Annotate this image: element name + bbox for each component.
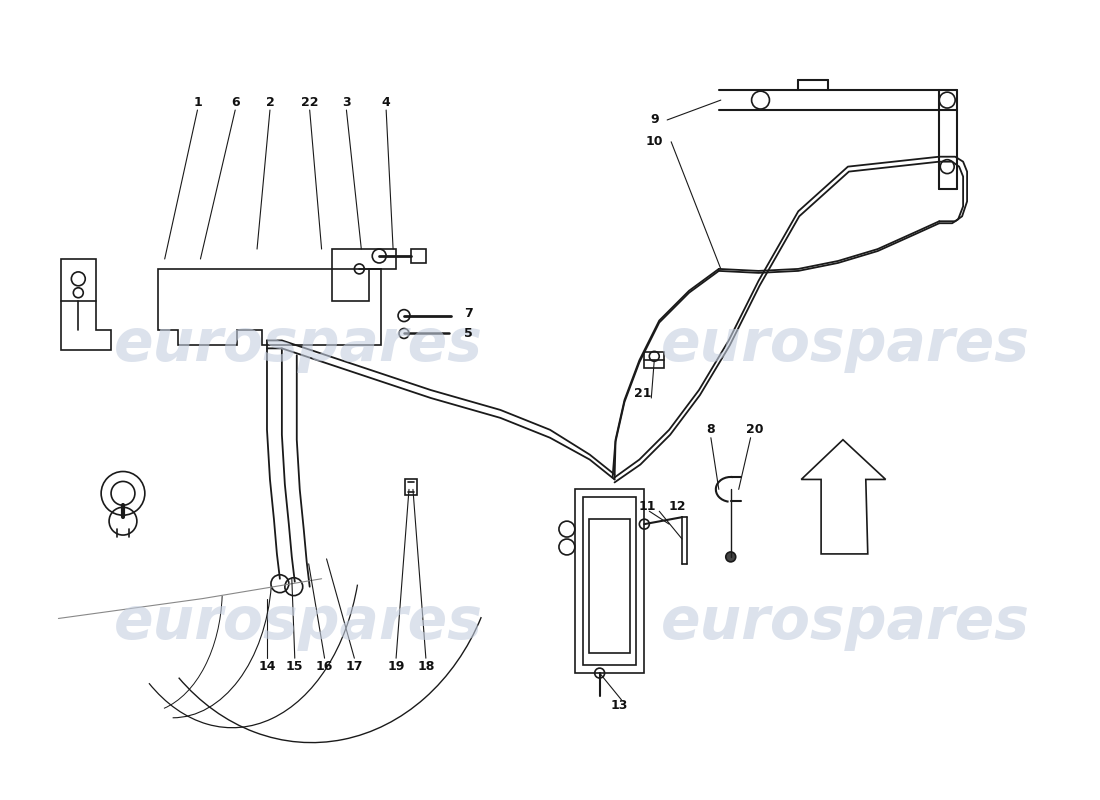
Text: eurospares: eurospares — [114, 594, 483, 651]
Text: 1: 1 — [194, 95, 201, 109]
Text: 5: 5 — [464, 327, 473, 340]
Text: 19: 19 — [387, 660, 405, 673]
Text: 17: 17 — [345, 660, 363, 673]
Text: eurospares: eurospares — [660, 316, 1030, 373]
Text: 6: 6 — [231, 95, 240, 109]
Text: 21: 21 — [634, 386, 651, 399]
Text: 14: 14 — [258, 660, 276, 673]
Text: 16: 16 — [316, 660, 333, 673]
Text: 4: 4 — [382, 95, 390, 109]
Circle shape — [726, 552, 736, 562]
Text: 18: 18 — [417, 660, 434, 673]
Text: eurospares: eurospares — [660, 594, 1030, 651]
Text: 22: 22 — [301, 95, 318, 109]
Text: 3: 3 — [342, 95, 351, 109]
Text: 8: 8 — [706, 423, 715, 436]
Text: 20: 20 — [746, 423, 763, 436]
Text: 7: 7 — [464, 307, 473, 320]
Text: eurospares: eurospares — [114, 316, 483, 373]
Text: 9: 9 — [650, 114, 659, 126]
Text: 12: 12 — [669, 500, 686, 513]
Text: 10: 10 — [646, 135, 663, 148]
Text: 13: 13 — [610, 699, 628, 712]
Text: 11: 11 — [639, 500, 656, 513]
Text: 2: 2 — [265, 95, 274, 109]
Text: 15: 15 — [286, 660, 304, 673]
